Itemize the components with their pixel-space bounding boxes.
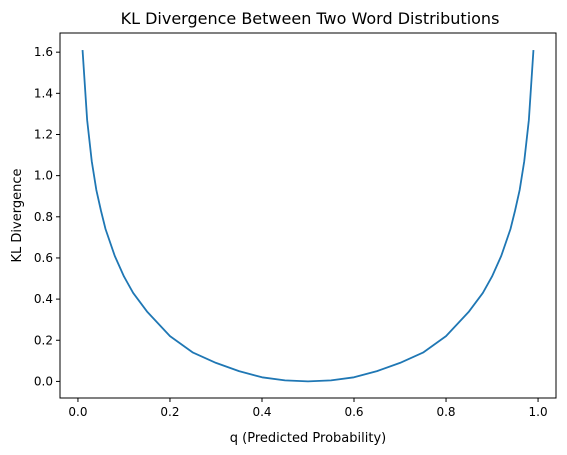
x-tick-label: 0.4 bbox=[252, 405, 271, 419]
y-tick-label: 1.2 bbox=[34, 127, 53, 141]
y-axis-ticks: 0.0 0.2 0.4 0.6 0.8 1.0 1.2 1.4 1.6 bbox=[34, 45, 60, 388]
y-tick-label: 1.4 bbox=[34, 86, 53, 100]
y-tick-label: 0.8 bbox=[34, 210, 53, 224]
plot-frame bbox=[59, 32, 557, 399]
kl-divergence-line bbox=[81, 50, 535, 383]
y-tick-label: 0.4 bbox=[34, 292, 53, 306]
x-axis-label: q (Predicted Probability) bbox=[230, 431, 386, 446]
x-axis-ticks: 0.0 0.2 0.4 0.6 0.8 1.0 bbox=[68, 398, 548, 419]
y-tick-label: 0.0 bbox=[34, 374, 53, 388]
y-tick-label: 1.6 bbox=[34, 45, 53, 59]
x-tick-label: 0.0 bbox=[68, 405, 87, 419]
x-tick-label: 0.2 bbox=[160, 405, 179, 419]
x-tick-label: 0.8 bbox=[436, 405, 455, 419]
y-axis-label: KL Divergence bbox=[10, 169, 25, 263]
series-group bbox=[81, 50, 535, 383]
y-tick-label: 1.0 bbox=[34, 169, 53, 183]
x-tick-label: 0.6 bbox=[344, 405, 363, 419]
y-tick-label: 0.2 bbox=[34, 333, 53, 347]
y-tick-label: 0.6 bbox=[34, 251, 53, 265]
chart-title: KL Divergence Between Two Word Distribut… bbox=[121, 9, 500, 28]
x-tick-label: 1.0 bbox=[529, 405, 548, 419]
